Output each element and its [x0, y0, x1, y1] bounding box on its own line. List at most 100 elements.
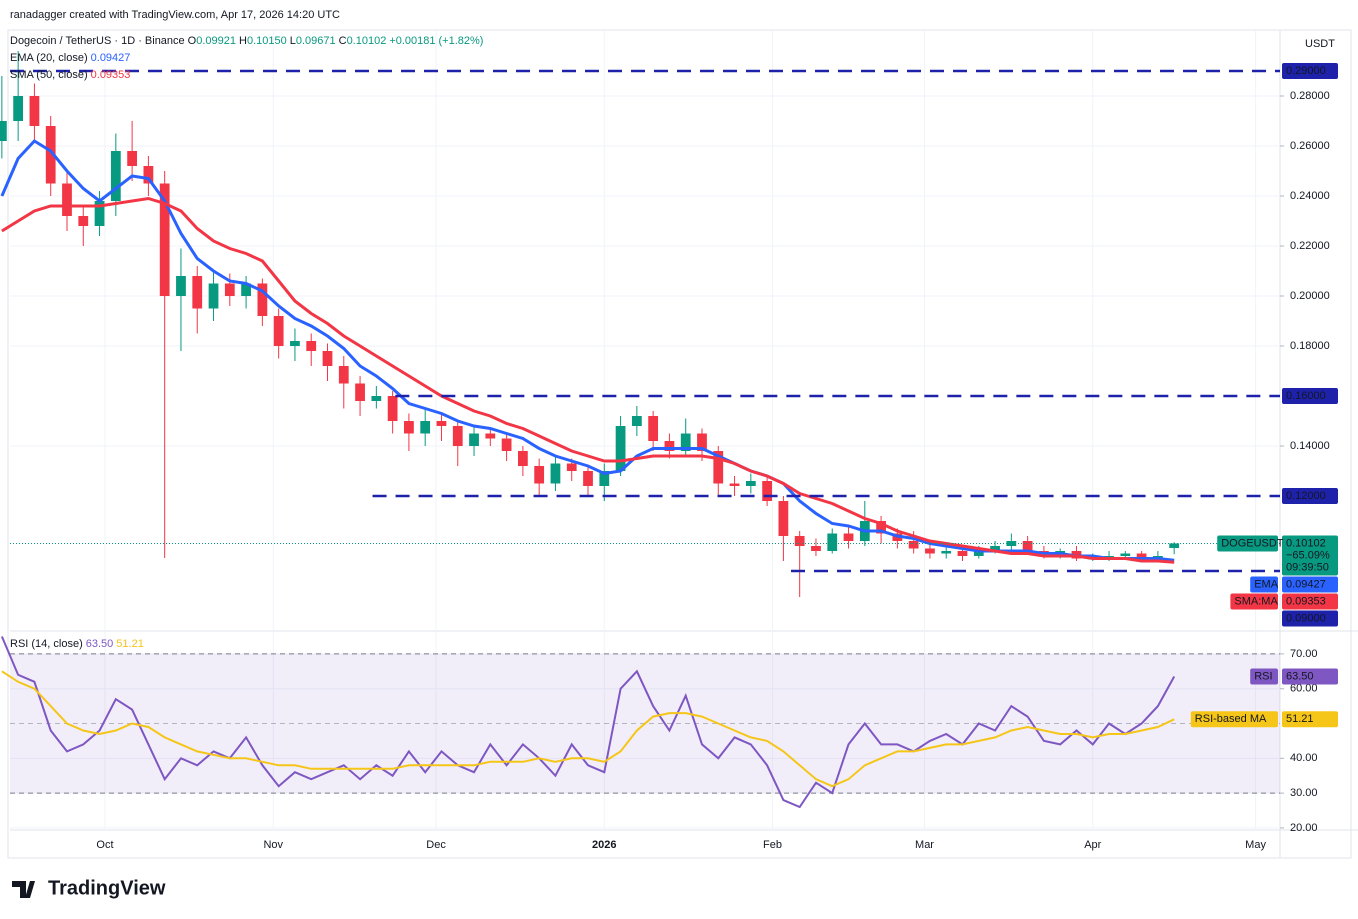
x-tick-label: May: [1245, 839, 1266, 851]
candle-body: [13, 96, 24, 121]
axis-label: 0.29000: [1282, 63, 1338, 79]
series-line: [1, 196, 1175, 564]
candle-body: [469, 433, 479, 446]
legend-value: 63.50: [85, 638, 114, 650]
axis-label-text: 09:39:50: [1286, 561, 1329, 573]
axis-label: 63.50 RSI: [1250, 668, 1338, 685]
axis-label-box: [1282, 388, 1338, 404]
candle-body: [404, 421, 414, 434]
candle-body: [827, 533, 838, 551]
candle-body: [843, 533, 854, 541]
axis-label-box: [1282, 576, 1338, 593]
candle-body: [973, 551, 984, 556]
logo: TradingView: [12, 877, 166, 899]
candle-body: [62, 183, 72, 216]
legend-value: 0.09353: [90, 69, 131, 81]
ohlc-key: C: [338, 35, 347, 47]
logo-mark: [12, 881, 35, 898]
change: +0.00181: [389, 35, 436, 47]
tag-name-box: [1250, 576, 1278, 593]
axis-label-text: 0.29000: [1286, 65, 1326, 77]
x-tick-label: 2026: [592, 839, 616, 851]
y-tick-label: 40.00: [1290, 752, 1318, 764]
candle-body: [485, 433, 496, 439]
x-tick-label: Oct: [96, 839, 113, 851]
candle-body: [778, 501, 789, 536]
candle-body: [1006, 541, 1017, 546]
sma-legend: SMA (50, close) 0.09353: [10, 69, 133, 81]
ohlc-value: 0.09671: [295, 35, 336, 47]
candle-body: [664, 441, 675, 451]
candle-body: [599, 471, 610, 486]
x-tick-label: Feb: [763, 839, 782, 851]
axis-label-box: [1282, 668, 1338, 685]
candle-body: [990, 546, 1000, 551]
tag-name: SMA:MA: [1234, 595, 1278, 607]
legend-name: EMA (20, close): [10, 52, 88, 64]
axis-label: 0.09353 SMA:MA: [1230, 593, 1338, 610]
change-pct: (+1.82%): [438, 35, 484, 47]
legend-name: SMA (50, close): [10, 69, 88, 81]
candle-body: [208, 283, 219, 309]
brand: TradingView: [48, 877, 166, 899]
candle-body: [273, 316, 284, 346]
candle-body: [729, 483, 740, 486]
y-tick-label: 0.20000: [1290, 290, 1330, 302]
axis-label-text: 0.12000: [1286, 490, 1326, 502]
rsi-legend: RSI (14, close) 63.50 51.21: [10, 638, 147, 650]
y-tick-label: 20.00: [1290, 822, 1318, 834]
candle-body: [794, 536, 805, 546]
candle-body: [143, 166, 154, 184]
candle-body: [1169, 543, 1180, 548]
candle-body: [550, 463, 561, 484]
tag-name-box: [1217, 535, 1278, 552]
candle-body: [192, 276, 203, 309]
candle-body: [648, 416, 659, 441]
tag-name-box: [1230, 593, 1278, 610]
candle-body: [257, 283, 268, 316]
axis-label: 0.09000: [1282, 610, 1338, 627]
candle-body: [697, 433, 707, 451]
ohlc-key: O: [187, 35, 197, 47]
candle-body: [615, 426, 626, 471]
candle-body: [420, 421, 431, 434]
candle-body: [387, 396, 398, 421]
candle-body: [371, 396, 382, 401]
candle-body: [159, 183, 170, 296]
axis-label-box: [1282, 593, 1338, 610]
series-line: [1, 670, 1175, 788]
axis-label-text: 0.09000: [1286, 612, 1326, 624]
candle-body: [713, 451, 724, 484]
axis-label-text: 51.21: [1286, 713, 1314, 725]
symbol: Dogecoin / TetherUS · 1D · Binance: [10, 35, 185, 47]
axis-label-text: 0.10102: [1286, 537, 1326, 549]
candle-body: [518, 451, 528, 466]
candle-body: [176, 276, 186, 296]
candle-body: [224, 283, 235, 296]
candle-body: [680, 433, 691, 451]
symbol-legend: Dogecoin / TetherUS · 1D · Binance O0.099…: [10, 35, 486, 47]
axis-label-text: 63.50: [1286, 670, 1314, 682]
candle-body: [534, 466, 545, 484]
ema-legend: EMA (20, close) 0.09427: [10, 52, 133, 64]
tag-name: RSI-based MA: [1195, 713, 1267, 725]
candle-body: [338, 366, 349, 384]
x-tick-label: Dec: [426, 839, 446, 851]
candle-body: [1120, 553, 1131, 556]
tag-name-box: [1250, 668, 1278, 685]
axis-label: 0.09427 EMA: [1250, 576, 1338, 593]
series-line: [0, 636, 1176, 809]
candle-body: [29, 96, 40, 126]
y-tick-label: 0.18000: [1290, 340, 1330, 352]
axis-label-text: 0.09427: [1286, 578, 1326, 590]
candle-body: [290, 341, 300, 346]
candle-body: [631, 416, 642, 426]
ohlc-value: 0.10102: [346, 35, 387, 47]
candle-body: [355, 383, 365, 401]
tag-name-box: [1190, 711, 1278, 728]
candle-body: [566, 463, 577, 471]
candle-body: [811, 546, 821, 551]
